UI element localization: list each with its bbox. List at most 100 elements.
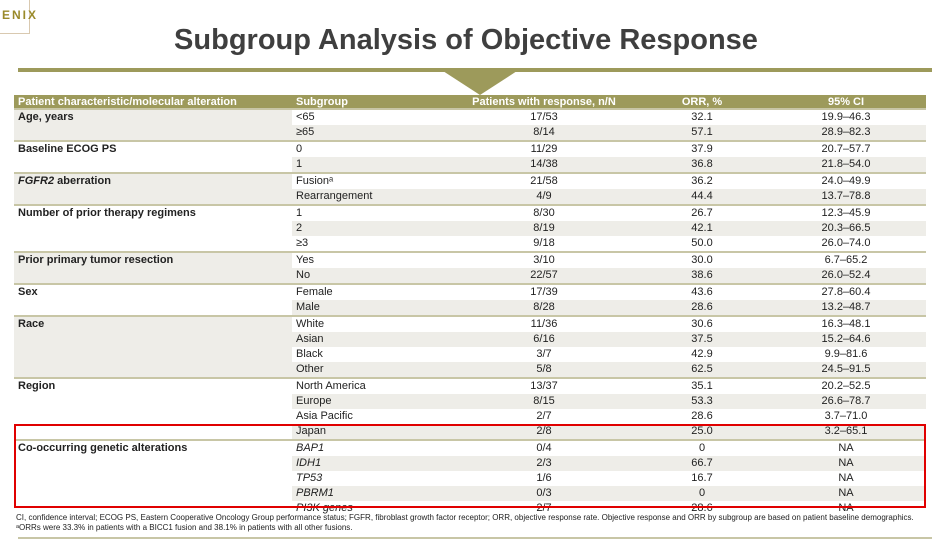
ci-cell: 15.2–64.6 [766,332,926,347]
group-label-text: Baseline ECOG PS [18,143,117,155]
responders-cell: 8/15 [450,394,638,409]
responders-cell: 2/8 [450,424,638,440]
table-row: No 22/57 38.6 26.0–52.4 [14,268,926,284]
responders-cell: 14/38 [450,157,638,173]
header-characteristic: Patient characteristic/molecular alterat… [14,95,292,109]
header-patients: Patients with response, n/N [450,95,638,109]
responders-cell: 9/18 [533,237,555,249]
group-label: Co-occurring genetic alterations [14,439,292,516]
subgroup-cell: 2 [292,221,450,236]
table-header: Patient characteristic/molecular alterat… [14,95,926,109]
group-label: Age, years [14,108,292,141]
ci-cell: 20.7–57.7 [766,140,926,157]
divider-arrow [443,71,517,95]
table-row: Japan 2/8 25.0 3.2–65.1 [14,424,926,440]
ci-cell: 19.9–46.3 [766,108,926,125]
orr-cell: 0 [638,486,766,501]
responders-cell: 0/4 [450,439,638,456]
group-label-italic: FGFR2 [18,175,55,187]
ci-cell: 24.5–91.5 [766,362,926,378]
group-label-text: Number of prior therapy regimens [18,207,196,219]
subgroup-cell: Female [292,283,450,300]
table-row: Other 5/8 62.5 24.5–91.5 [14,362,926,378]
ci-cell: NA [766,486,926,501]
subgroup-cell: IDH1 [292,456,450,471]
ci-cell: 26.0–52.4 [766,268,926,284]
responders-cell: 2/3 [450,456,638,471]
orr-cell: 28.6 [638,300,766,316]
subgroup-cell: Rearrangement [292,189,450,205]
group-label: Sex [14,283,292,316]
orr-cell: 57.1 [638,125,766,141]
orr-cell: 28.6 [691,410,713,422]
header-orr: ORR, % [638,95,766,109]
ci-cell: 16.3–48.1 [766,315,926,332]
table-row: Asian 6/16 37.5 15.2–64.6 [14,332,926,347]
table-row: PI3K genes 2/7 28.6 NA [14,501,926,516]
subgroup-cell: ≥65 [292,125,450,141]
group-label-text: aberration [54,175,111,187]
subgroup-cell: White [292,315,450,332]
table-row: FGFR2 aberration Fusionᵃ 21/58 36.2 24.0–49.… [14,172,926,205]
table-row: Europe 8/15 53.3 26.6–78.7 [14,394,926,409]
ci-cell: 13.2–48.7 [766,300,926,316]
subgroup-cell: TP53 [296,472,323,484]
group-label-text: Co-occurring genetic alterations [18,442,188,454]
responders-cell: 8/19 [450,221,638,236]
ci-cell: NA [838,472,854,484]
page-title: Subgroup Analysis of Objective Response [174,24,758,56]
company-logo: ENIX [0,0,36,34]
subgroup-cell: Other [292,362,450,378]
responders-cell: 0/3 [450,486,638,501]
orr-cell: 42.9 [691,348,713,360]
responders-cell: 6/16 [450,332,638,347]
table-row: Age, years <65 17/53 32.1 19.9–46.3 [14,108,926,141]
table-row: Sex Female 17/39 43.6 27.8–60.4 [14,283,926,316]
group-label-text: Race [18,318,45,330]
orr-cell: 35.1 [638,377,766,394]
subgroup-cell: Asian [292,332,450,347]
table-row: Asia Pacific 2/7 28.6 3.7–71.0 [14,409,926,424]
group-label: Prior primary tumor resection [14,251,292,284]
table-row: Rearrangement 4/9 44.4 13.7–78.8 [14,189,926,205]
ci-cell: 26.0–74.0 [821,237,871,249]
subgroup-cell: BAP1 [292,439,450,456]
table-row: Baseline ECOG PS 0 11/29 37.9 20.7–57.7 [14,140,926,173]
responders-cell: 11/29 [450,140,638,157]
responders-cell: 8/14 [450,125,638,141]
ci-cell: 20.3–66.5 [766,221,926,236]
orr-cell: 28.6 [691,502,713,514]
responders-cell: 8/28 [450,300,638,316]
group-label: Baseline ECOG PS [14,140,292,173]
subgroup-cell: PI3K genes [296,502,353,514]
orr-cell: 50.0 [691,237,713,249]
ci-cell: NA [838,502,854,514]
responders-cell: 4/9 [450,189,638,205]
group-label: Number of prior therapy regimens [14,204,292,252]
logo-text: ENIX [2,8,39,22]
subgroup-cell: <65 [292,108,450,125]
responders-cell: 2/7 [536,502,552,514]
orr-cell: 37.9 [638,140,766,157]
group-label-text: Region [18,380,56,392]
orr-cell: 26.7 [638,204,766,221]
subgroup-cell: PBRM1 [292,486,450,501]
ci-cell: 21.8–54.0 [766,157,926,173]
footnote: CI, confidence interval; ECOG PS, Easter… [16,513,914,532]
responders-cell: 21/58 [450,172,638,189]
group-label-text: Sex [18,286,38,298]
table-row: Male 8/28 28.6 13.2–48.7 [14,300,926,316]
subgroup-cell: Asia Pacific [296,410,353,422]
responders-cell: 22/57 [450,268,638,284]
orr-cell: 43.6 [638,283,766,300]
ci-cell: 12.3–45.9 [766,204,926,221]
orr-cell: 66.7 [638,456,766,471]
ci-cell: 26.6–78.7 [766,394,926,409]
subgroup-cell: ≥3 [296,237,309,249]
orr-cell: 38.6 [638,268,766,284]
responders-cell: 3/7 [536,348,552,360]
subgroup-cell: 1 [292,204,450,221]
subgroup-table: Patient characteristic/molecular alterat… [14,95,926,516]
title-divider [18,68,932,72]
orr-cell: 53.3 [638,394,766,409]
